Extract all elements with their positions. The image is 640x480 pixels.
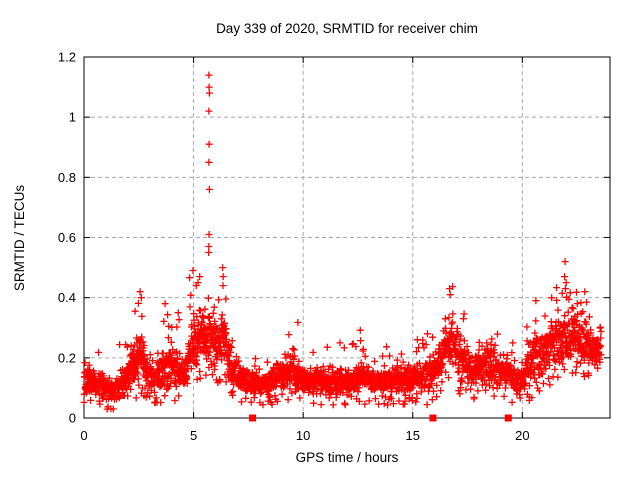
data-points [80, 71, 605, 413]
flagged-epoch-marker [504, 414, 512, 422]
x-tick-label: 10 [296, 428, 310, 443]
y-tick-label: 0.6 [58, 230, 76, 245]
y-tick-label: 0.8 [58, 170, 76, 185]
y-tick-label: 1 [69, 110, 76, 125]
y-tick-label: 0.2 [58, 350, 76, 365]
x-tick-label: 20 [515, 428, 529, 443]
x-tick-label: 5 [190, 428, 197, 443]
y-tick-label: 1.2 [58, 50, 76, 65]
chart-title: Day 339 of 2020, SRMTID for receiver chi… [216, 21, 478, 36]
y-tick-label: 0 [69, 411, 76, 426]
x-tick-label: 15 [406, 428, 420, 443]
y-axis-label: SRMTID / TECUs [12, 185, 27, 292]
y-tick-label: 0.4 [58, 290, 76, 305]
flagged-epoch-marker [249, 414, 257, 422]
x-axis-label: GPS time / hours [296, 450, 399, 465]
plot-area: 0 5 10 15 20 0 0.2 0.4 0.6 0.8 1 1.2 [58, 50, 611, 443]
x-tick-label: 0 [80, 428, 87, 443]
flagged-epoch-marker [429, 414, 437, 422]
